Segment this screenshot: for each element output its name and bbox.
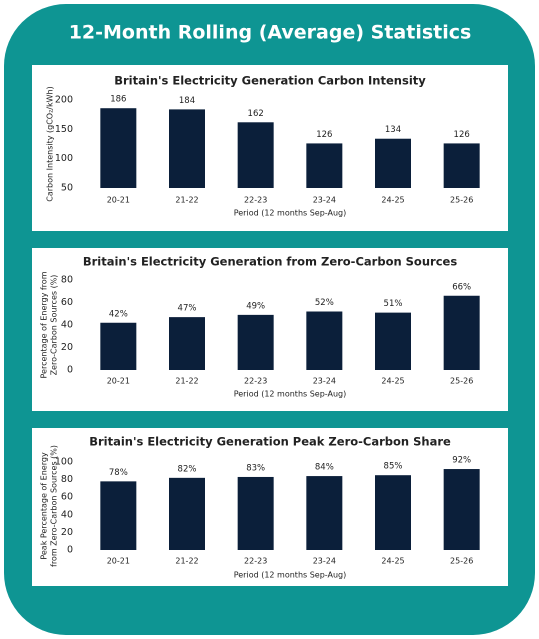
x-tick-label: 25-26 — [450, 557, 473, 566]
y-axis-label: from Zero-Carbon Sources (%) — [50, 445, 59, 567]
y-tick-label: 60 — [61, 297, 73, 308]
x-tick-label: 23-24 — [313, 377, 336, 386]
y-axis-label: Zero-Carbon Sources (%) — [50, 275, 59, 376]
bar — [100, 481, 137, 550]
chart-title: Britain's Electricity Generation Carbon … — [114, 74, 426, 88]
data-label: 85% — [384, 462, 403, 472]
data-label: 83% — [246, 463, 265, 473]
x-tick-label: 22-23 — [244, 557, 267, 566]
bar — [443, 143, 480, 188]
bar — [375, 475, 411, 550]
bar — [100, 322, 137, 370]
y-axis-label: Carbon Intensity (gCO₂/kWh) — [46, 86, 55, 201]
data-label: 134 — [385, 125, 401, 135]
x-axis-label: Period (12 months Sep-Aug) — [234, 390, 347, 399]
x-tick-label: 20-21 — [107, 557, 130, 566]
y-tick-label: 80 — [61, 275, 73, 286]
x-tick-label: 24-25 — [381, 196, 404, 205]
y-tick-label: 50 — [61, 183, 73, 194]
x-tick-label: 21-22 — [175, 196, 198, 205]
data-label: 186 — [110, 95, 126, 105]
y-tick-label: 40 — [61, 320, 73, 331]
bar — [306, 311, 343, 370]
bar — [443, 295, 480, 370]
chart-title: Britain's Electricity Generation Peak Ze… — [89, 435, 451, 449]
x-tick-label: 22-23 — [244, 196, 267, 205]
bar — [237, 122, 274, 188]
data-label: 82% — [178, 464, 197, 474]
data-label: 184 — [179, 96, 195, 106]
bar — [237, 314, 274, 370]
x-axis-label: Period (12 months Sep-Aug) — [234, 209, 347, 218]
page-title: 12-Month Rolling (Average) Statistics — [69, 22, 472, 44]
bar — [375, 312, 411, 370]
y-tick-label: 150 — [55, 124, 73, 135]
y-tick-label: 0 — [67, 545, 73, 556]
y-tick-label: 100 — [55, 153, 73, 164]
data-label: 42% — [109, 309, 128, 319]
data-label: 47% — [178, 304, 197, 314]
x-tick-label: 24-25 — [381, 377, 404, 386]
bar — [306, 143, 343, 188]
data-label: 66% — [452, 282, 471, 292]
x-tick-label: 20-21 — [107, 377, 130, 386]
data-label: 52% — [315, 298, 334, 308]
data-label: 92% — [452, 456, 471, 466]
y-tick-label: 60 — [61, 492, 73, 503]
data-label: 84% — [315, 463, 334, 473]
y-axis-label: Peak Percentage of Energy — [40, 452, 49, 560]
data-label: 49% — [246, 301, 265, 311]
bar — [169, 477, 205, 550]
y-tick-label: 20 — [61, 342, 73, 353]
bar — [237, 476, 274, 550]
data-label: 162 — [248, 109, 264, 119]
x-tick-label: 24-25 — [381, 557, 404, 566]
bar — [306, 476, 343, 550]
x-tick-label: 21-22 — [175, 557, 198, 566]
bar — [169, 317, 205, 370]
bar — [375, 138, 411, 188]
data-label: 51% — [384, 299, 403, 309]
y-tick-label: 20 — [61, 527, 73, 538]
bar — [169, 109, 205, 188]
chart-title: Britain's Electricity Generation from Ze… — [83, 255, 458, 269]
x-tick-label: 25-26 — [450, 377, 473, 386]
y-axis-label: Percentage of Energy from — [40, 271, 49, 378]
y-tick-label: 200 — [55, 95, 73, 106]
bar — [443, 469, 480, 550]
y-tick-label: 40 — [61, 509, 73, 520]
data-label: 78% — [109, 468, 128, 478]
y-tick-label: 0 — [67, 365, 73, 376]
y-tick-label: 80 — [61, 474, 73, 485]
x-tick-label: 25-26 — [450, 196, 473, 205]
data-label: 126 — [316, 130, 332, 140]
y-tick-label: 100 — [55, 457, 73, 468]
bar — [100, 108, 137, 188]
x-tick-label: 23-24 — [313, 196, 336, 205]
x-tick-label: 22-23 — [244, 377, 267, 386]
x-tick-label: 20-21 — [107, 196, 130, 205]
x-tick-label: 21-22 — [175, 377, 198, 386]
x-tick-label: 23-24 — [313, 557, 336, 566]
x-axis-label: Period (12 months Sep-Aug) — [234, 571, 347, 580]
data-label: 126 — [454, 130, 470, 140]
